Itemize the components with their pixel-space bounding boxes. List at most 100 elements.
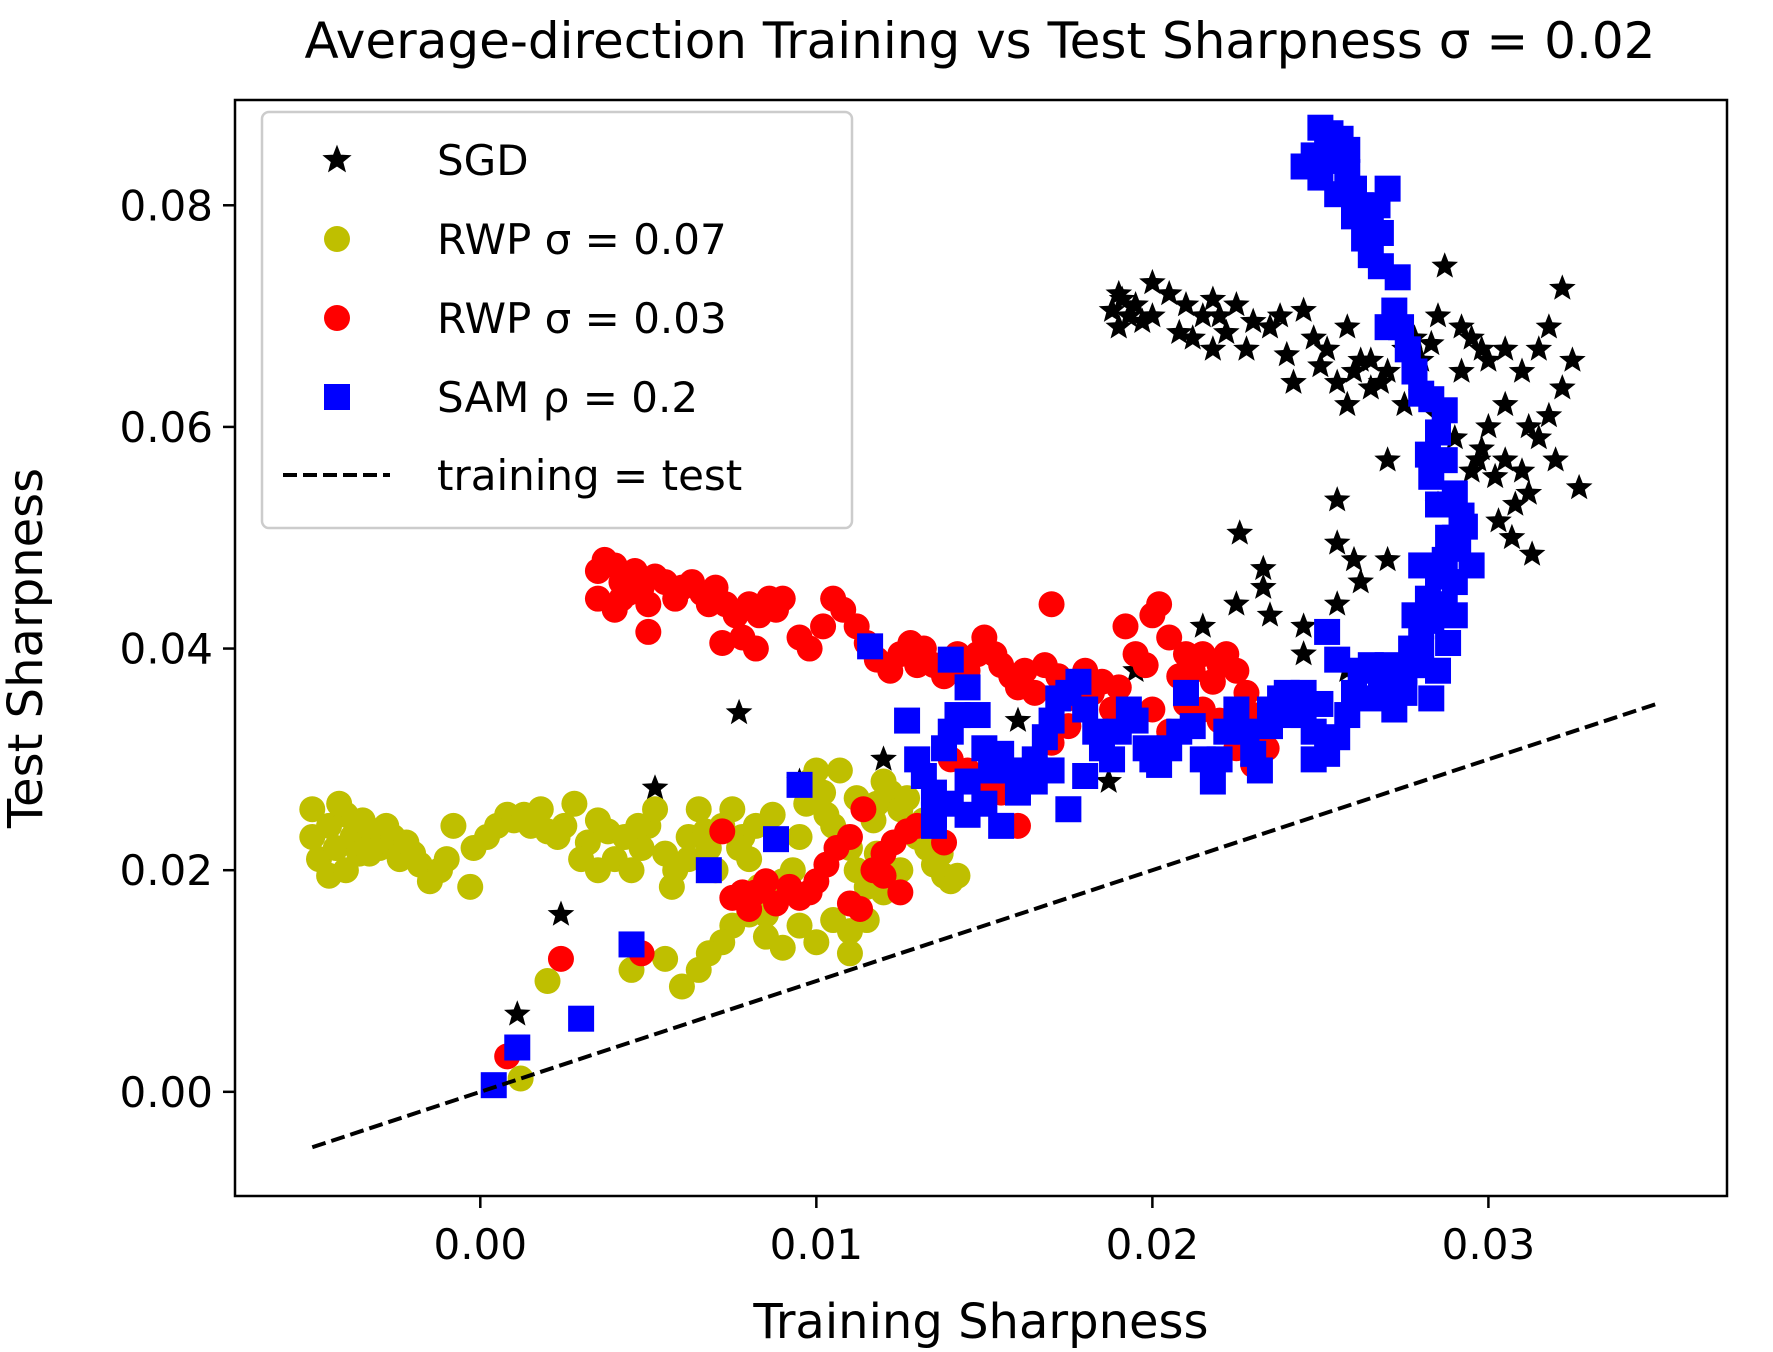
rwp-003-point (742, 635, 769, 662)
rwp-007-point (332, 857, 359, 884)
sgd-star-point (1565, 473, 1593, 500)
sam-square-point (618, 931, 645, 958)
sam-square-point (1431, 447, 1458, 474)
sgd-star-point (1122, 291, 1149, 317)
rwp-003-point (847, 895, 874, 922)
sgd-star-point (1155, 279, 1183, 306)
x-tick-label: 0.01 (770, 1220, 864, 1269)
legend-red-circle-marker (324, 305, 350, 331)
legend-entry-rwp-003: RWP σ = 0.03 (324, 294, 727, 343)
sam-square-point (504, 1034, 531, 1061)
sam-square-point (480, 1072, 507, 1099)
sgd-star-point (1139, 302, 1166, 328)
sam-square-point (1206, 746, 1233, 773)
sgd-star-point (1559, 346, 1586, 372)
sgd-star-point (1374, 357, 1401, 383)
rwp-007-point (685, 796, 712, 823)
sgd-star-point (1213, 318, 1240, 344)
y-tick-label: 0.02 (119, 846, 213, 895)
rwp-007-point (326, 790, 353, 817)
rwp-007-point (752, 923, 779, 950)
series-3 (480, 114, 1485, 1099)
sam-square-point (786, 771, 813, 798)
sam-square-point (1401, 652, 1428, 679)
sgd-star-point (1206, 302, 1233, 328)
rwp-003-point (810, 613, 837, 640)
sgd-star-point (1357, 374, 1385, 400)
sgd-star-point (1334, 390, 1361, 417)
sam-square-point (1314, 618, 1341, 645)
sam-square-point (954, 801, 981, 828)
sam-square-point (1351, 225, 1378, 252)
sam-square-point (937, 646, 964, 673)
rwp-007-point (507, 1065, 534, 1092)
x-tick-label: 0.03 (1442, 1220, 1536, 1269)
sgd-star-point (1139, 268, 1166, 295)
rwp-003-point (1112, 613, 1139, 640)
rwp-007-point (719, 796, 746, 823)
sgd-star-point (1448, 313, 1475, 339)
sgd-star-point (641, 774, 669, 800)
sam-square-point (1425, 419, 1452, 446)
sam-square-point (1435, 630, 1462, 657)
rwp-007-point (561, 790, 588, 817)
rwp-007-point (426, 857, 453, 884)
sam-square-point (954, 674, 981, 701)
sgd-star-point (1004, 706, 1032, 732)
sgd-star-point (1468, 435, 1495, 461)
sgd-star-point (1189, 612, 1217, 638)
sam-square-point (1374, 652, 1401, 679)
sgd-star-point (1515, 412, 1543, 439)
rwp-003-point (1156, 624, 1183, 651)
sgd-star-point (1307, 352, 1334, 378)
legend-entry-reference-line: training = test (283, 451, 742, 500)
sam-square-point (1233, 718, 1260, 745)
x-tick-label: 0.02 (1106, 1220, 1200, 1269)
sgd-star-point (1475, 412, 1502, 439)
sam-square-point (964, 702, 991, 729)
sam-square-point (1374, 314, 1401, 341)
sam-square-point (1324, 181, 1351, 208)
y-tick-label: 0.06 (119, 403, 213, 452)
legend-olive-circle-marker (324, 226, 350, 252)
sgd-star-point (1391, 390, 1418, 417)
sgd-star-point (1340, 545, 1368, 572)
legend-label-rwp-003: RWP σ = 0.03 (437, 294, 727, 343)
sgd-star-point (1508, 357, 1536, 383)
sgd-star-point (1199, 285, 1227, 311)
sam-square-point (763, 826, 790, 853)
rwp-007-point (675, 846, 702, 873)
sam-square-point (1401, 602, 1428, 629)
sgd-star-point (1129, 307, 1156, 333)
sgd-star-point (1323, 590, 1351, 616)
sam-square-point (1441, 569, 1468, 596)
sgd-star-point (1108, 285, 1136, 311)
sgd-star-point (1223, 291, 1250, 317)
sgd-star-point (1290, 296, 1317, 322)
rwp-007-point (658, 873, 685, 900)
sgd-star-point (1518, 540, 1546, 566)
sam-square-point (1065, 668, 1092, 695)
sgd-star-point (1115, 302, 1143, 328)
sgd-star-point (1475, 346, 1502, 372)
rwp-007-point (836, 940, 863, 967)
y-tick-label: 0.00 (119, 1068, 213, 1117)
sgd-star-point (1239, 307, 1267, 333)
sam-square-point (1391, 679, 1418, 706)
sgd-star-point (1418, 329, 1445, 356)
sgd-star-point (1542, 446, 1569, 472)
sgd-star-point (1334, 313, 1361, 339)
sam-square-point (1172, 679, 1199, 706)
sam-square-point (1408, 380, 1435, 407)
sgd-star-point (1374, 446, 1401, 472)
legend-label-sam: SAM ρ = 0.2 (437, 373, 698, 422)
sam-square-point (1256, 696, 1283, 723)
x-axis-label: Training Sharpness (752, 1294, 1208, 1350)
sgd-star-point (1266, 302, 1294, 328)
rwp-007-point (894, 785, 921, 812)
sam-square-point (988, 812, 1015, 839)
rwp-007-point (668, 973, 695, 1000)
sam-square-point (1246, 757, 1273, 784)
sgd-star-point (1448, 357, 1475, 383)
rwp-003-point (887, 879, 914, 906)
